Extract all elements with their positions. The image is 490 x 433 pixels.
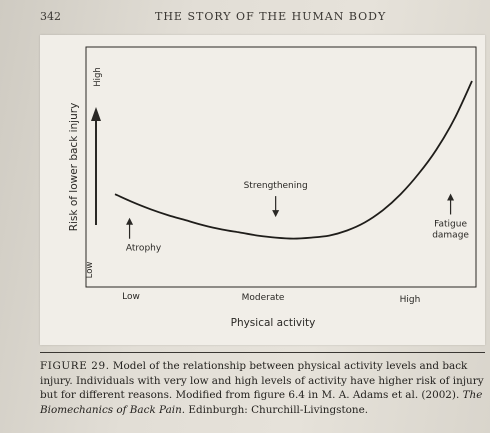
risk-curve <box>114 80 473 240</box>
annotation-line-2: damage <box>432 230 469 240</box>
x-axis-label: Physical activity <box>231 317 316 329</box>
caption-text-2: . Edinburgh: Churchill-Livingstone. <box>181 403 369 416</box>
annotation-arrowhead-fatigue <box>447 193 455 201</box>
annotation-line-1: Fatigue <box>434 219 467 229</box>
chart: Risk of lower back injury High Low Low M… <box>68 46 477 329</box>
y-tick-low: Low <box>85 262 95 279</box>
caption-text-1: Model of the relationship between physic… <box>40 360 484 401</box>
figure-box: Risk of lower back injury High Low Low M… <box>40 35 485 345</box>
caption-book-title: The Biomechanics of Back Pain <box>40 389 483 416</box>
y-tick-high: High <box>93 67 103 87</box>
figure-caption: FIGURE 29. Model of the relationship bet… <box>40 359 485 417</box>
annotation-arrowhead-strengthening <box>272 210 280 218</box>
page-number: 342 <box>40 10 61 23</box>
annotations: Atrophy Strengthening Fatigue damage <box>126 181 470 254</box>
x-tick-moderate: Moderate <box>242 293 285 303</box>
y-axis-arrow-head <box>91 107 101 121</box>
annotation-fatigue: Fatigue damage <box>432 219 469 240</box>
plot-frame <box>85 46 477 288</box>
annotation-arrowhead-atrophy <box>126 217 134 225</box>
annotation-atrophy: Atrophy <box>126 244 162 254</box>
running-head: THE STORY OF THE HUMAN BODY <box>155 10 387 23</box>
caption-label: FIGURE 29. <box>40 360 110 372</box>
caption-rule <box>40 352 485 353</box>
x-tick-low: Low <box>122 292 140 302</box>
x-tick-high: High <box>400 295 421 305</box>
y-axis-label: Risk of lower back injury <box>68 103 80 232</box>
annotation-strengthening: Strengthening <box>244 181 308 191</box>
